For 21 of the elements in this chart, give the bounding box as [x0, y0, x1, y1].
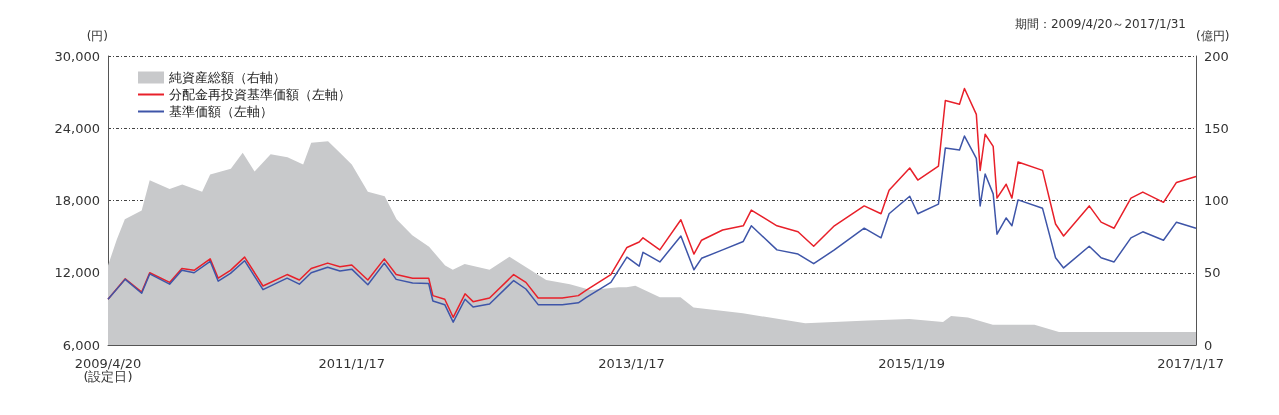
- y-tick-label: 18,000: [54, 193, 100, 208]
- y2-tick-label: 100: [1204, 193, 1229, 208]
- x-tick-label: 2015/1/19: [878, 356, 945, 371]
- y2-tick-label: 50: [1204, 265, 1221, 281]
- y2-tick-label: 150: [1204, 120, 1229, 136]
- text: 期間：2009/4/20～2017/1/31: [1014, 17, 1186, 31]
- y-axis-title: (円): [86, 29, 108, 43]
- y2-axis-title: (億円): [1196, 29, 1230, 43]
- x-tick-label: 2009/4/20 (設定日): [74, 356, 142, 384]
- legend-label: 分配金再投資基準価額（左軸）: [169, 87, 351, 102]
- legend-label: 基準価額（左軸）: [169, 104, 273, 119]
- y-tick-label: 12,000: [54, 265, 100, 281]
- y-tick-label: 24,000: [54, 120, 100, 136]
- y-tick-label: 30,000: [54, 48, 100, 64]
- legend-label: 純資産総額（右軸）: [169, 70, 286, 85]
- y2-tick-label: 0: [1204, 337, 1213, 353]
- x-tick-label: 2017/1/17: [1157, 356, 1224, 371]
- x-tick-label: 2013/1/17: [598, 356, 665, 371]
- y-tick-label: 6,000: [62, 337, 100, 353]
- y2-tick-label: 200: [1204, 48, 1229, 64]
- x-tick-label: 2011/1/17: [318, 356, 386, 371]
